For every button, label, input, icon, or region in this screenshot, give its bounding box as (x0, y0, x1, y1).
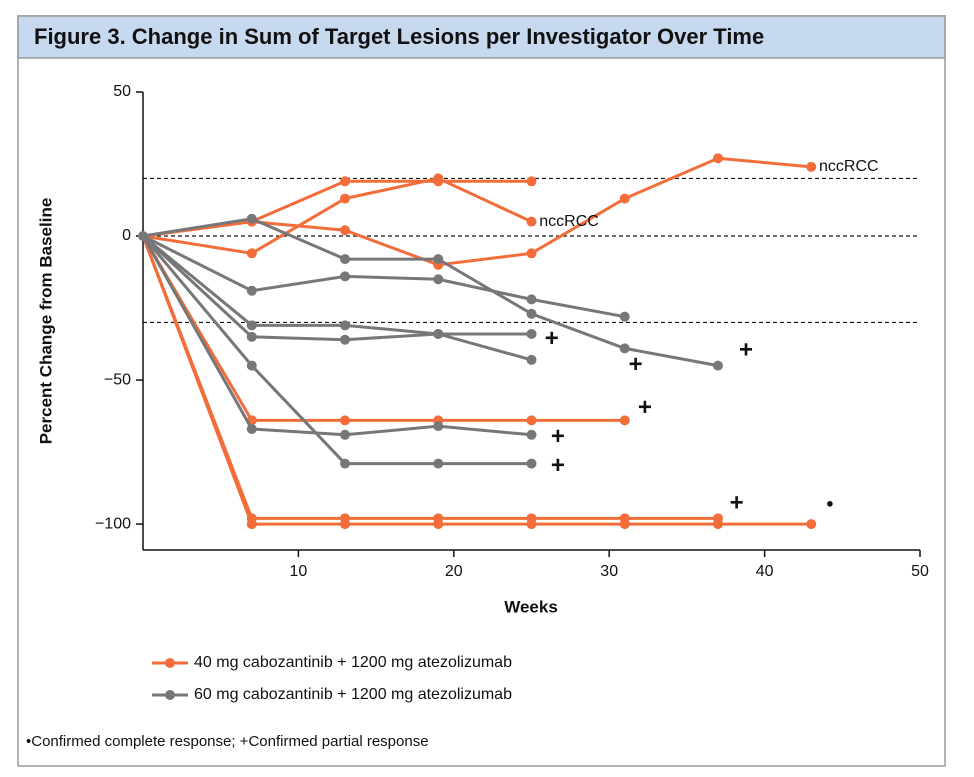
data-point (619, 519, 630, 530)
data-point (619, 311, 630, 322)
legend-label: 40 mg cabozantinib + 1200 mg atezolizuma… (194, 654, 512, 671)
data-point (526, 458, 537, 469)
data-point (340, 225, 351, 236)
response-marker: + (730, 489, 744, 516)
data-point (526, 294, 537, 305)
data-point (340, 415, 351, 426)
response-marker: ● (826, 495, 834, 510)
x-tick-label: 40 (756, 563, 774, 580)
figure-frame (17, 15, 946, 767)
data-point (806, 161, 817, 172)
data-point (712, 360, 723, 371)
data-point (433, 274, 444, 285)
data-point (246, 213, 257, 224)
response-marker: + (551, 423, 565, 450)
data-point (712, 153, 723, 164)
data-point (526, 216, 537, 227)
data-point (526, 429, 537, 440)
y-tick-label: −50 (104, 371, 131, 388)
response-marker: + (545, 325, 559, 352)
response-marker: + (739, 337, 753, 364)
data-point (619, 415, 630, 426)
data-point (246, 519, 257, 530)
data-point (526, 519, 537, 530)
series-line (142, 234, 626, 319)
data-point (246, 424, 257, 435)
data-point (246, 320, 257, 331)
response-marker: + (551, 452, 565, 479)
x-tick-label: 30 (600, 563, 618, 580)
data-point (340, 429, 351, 440)
data-point (340, 519, 351, 530)
footnote: •Confirmed complete response; +Confirmed… (26, 733, 429, 750)
y-tick-label: −100 (95, 515, 131, 532)
data-point (806, 519, 817, 530)
legend-label: 60 mg cabozantinib + 1200 mg atezolizuma… (194, 686, 512, 703)
data-point (526, 248, 537, 259)
data-point (712, 519, 723, 530)
data-point (340, 254, 351, 265)
data-point (433, 254, 444, 265)
data-point (340, 320, 351, 331)
data-point (619, 193, 630, 204)
data-point (340, 193, 351, 204)
x-tick-label: 50 (911, 563, 929, 580)
data-point (340, 271, 351, 282)
x-tick-label: 10 (290, 563, 308, 580)
legend-swatch-dot (165, 658, 175, 668)
annotation: nccRCC (539, 213, 599, 230)
title-banner (17, 15, 946, 59)
data-point (526, 415, 537, 426)
data-point (433, 421, 444, 432)
data-point (433, 173, 444, 184)
origin-point (138, 231, 148, 242)
data-point (246, 285, 257, 296)
data-point (433, 458, 444, 469)
x-axis-label: Weeks (504, 597, 558, 616)
x-tick-label: 20 (445, 563, 463, 580)
series-line (141, 235, 625, 422)
data-point (526, 328, 537, 339)
data-point (246, 331, 257, 342)
data-point (340, 458, 351, 469)
y-axis-label: Percent Change from Baseline (36, 198, 55, 445)
data-point (246, 360, 257, 371)
annotation: nccRCC (819, 158, 879, 175)
series-line (141, 235, 812, 526)
data-point (526, 308, 537, 319)
data-point (526, 176, 537, 187)
data-point (340, 334, 351, 345)
series-line (142, 156, 812, 267)
data-point (433, 519, 444, 530)
y-tick-label: 0 (122, 227, 131, 244)
chart-title: Figure 3. Change in Sum of Target Lesion… (34, 24, 764, 49)
data-point (619, 343, 630, 354)
response-marker: + (629, 351, 643, 378)
response-marker: + (638, 394, 652, 421)
data-point (340, 176, 351, 187)
data-point (246, 248, 257, 259)
data-point (526, 354, 537, 365)
data-point (433, 328, 444, 339)
y-tick-label: 50 (113, 83, 131, 100)
legend-swatch-dot (165, 690, 175, 700)
